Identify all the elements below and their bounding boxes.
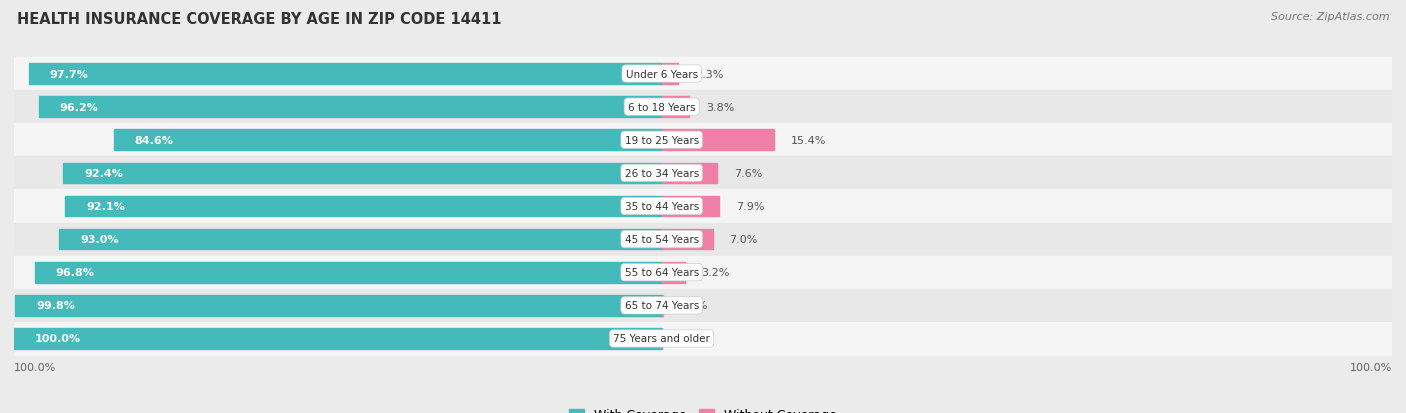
Bar (30, 64, 662, 85)
Bar (14, 124, 1392, 157)
Bar (14, 223, 1392, 256)
Bar (14, 322, 1392, 355)
Bar (14, 58, 1392, 91)
Text: 45 to 54 Years: 45 to 54 Years (624, 235, 699, 244)
Text: 3.2%: 3.2% (702, 268, 730, 278)
Text: 26 to 34 Years: 26 to 34 Years (624, 169, 699, 178)
Bar (59, 229, 662, 250)
Text: 0.0%: 0.0% (678, 334, 706, 344)
Bar (14, 328, 662, 349)
Text: 96.2%: 96.2% (59, 102, 98, 112)
Text: 65 to 74 Years: 65 to 74 Years (624, 301, 699, 311)
Bar (65, 196, 662, 217)
Bar (662, 229, 713, 250)
Text: 6 to 18 Years: 6 to 18 Years (628, 102, 696, 112)
Text: 2.3%: 2.3% (695, 69, 723, 79)
Bar (662, 163, 717, 184)
Text: 92.4%: 92.4% (84, 169, 122, 178)
Bar (14, 91, 1392, 124)
Bar (662, 130, 775, 151)
Text: 7.6%: 7.6% (734, 169, 762, 178)
Text: 100.0%: 100.0% (14, 363, 56, 373)
Bar (662, 196, 720, 217)
Text: 100.0%: 100.0% (1350, 363, 1392, 373)
Text: 97.7%: 97.7% (49, 69, 89, 79)
Bar (35, 262, 662, 283)
Bar (63, 163, 662, 184)
Text: 99.8%: 99.8% (37, 301, 75, 311)
Text: 0.2%: 0.2% (679, 301, 709, 311)
Text: Under 6 Years: Under 6 Years (626, 69, 697, 79)
Text: 7.0%: 7.0% (730, 235, 758, 244)
Bar (114, 130, 662, 151)
Text: 3.8%: 3.8% (706, 102, 734, 112)
Text: 92.1%: 92.1% (86, 202, 125, 211)
Text: 100.0%: 100.0% (35, 334, 80, 344)
Text: 15.4%: 15.4% (790, 135, 827, 145)
Bar (662, 295, 664, 316)
Bar (14, 157, 1392, 190)
Text: 96.8%: 96.8% (55, 268, 94, 278)
Text: 55 to 64 Years: 55 to 64 Years (624, 268, 699, 278)
Bar (662, 97, 689, 118)
Text: 35 to 44 Years: 35 to 44 Years (624, 202, 699, 211)
Text: 93.0%: 93.0% (80, 235, 118, 244)
Bar (14, 190, 1392, 223)
Text: 84.6%: 84.6% (135, 135, 173, 145)
Text: 75 Years and older: 75 Years and older (613, 334, 710, 344)
Text: 7.9%: 7.9% (735, 202, 765, 211)
Text: 19 to 25 Years: 19 to 25 Years (624, 135, 699, 145)
Bar (662, 262, 685, 283)
Bar (15, 295, 662, 316)
Legend: With Coverage, Without Coverage: With Coverage, Without Coverage (564, 404, 842, 413)
Bar (662, 64, 679, 85)
Text: Source: ZipAtlas.com: Source: ZipAtlas.com (1271, 12, 1389, 22)
Bar (14, 256, 1392, 289)
Text: HEALTH INSURANCE COVERAGE BY AGE IN ZIP CODE 14411: HEALTH INSURANCE COVERAGE BY AGE IN ZIP … (17, 12, 502, 27)
Bar (14, 289, 1392, 322)
Bar (39, 97, 662, 118)
